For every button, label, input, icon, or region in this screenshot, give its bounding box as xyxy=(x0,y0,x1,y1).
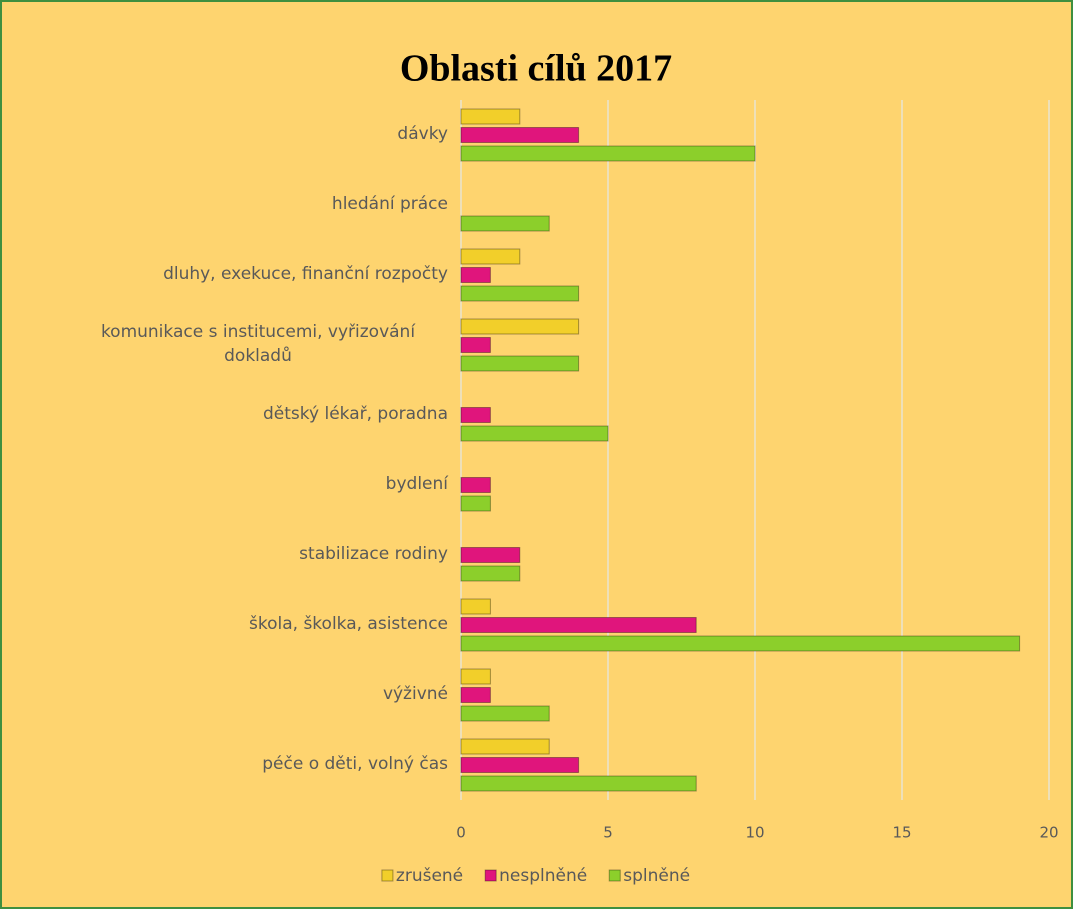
legend-swatch xyxy=(608,869,621,882)
bar xyxy=(460,108,521,125)
y-tick-label: komunikace s institucemi, vyřizování dok… xyxy=(68,320,448,368)
y-tick-label: dětský lékař, poradna xyxy=(68,402,448,426)
y-tick-label: dávky xyxy=(68,122,448,146)
bar xyxy=(460,285,580,302)
bar xyxy=(460,617,697,633)
x-tick-label: 20 xyxy=(1039,824,1058,842)
bar xyxy=(460,337,491,353)
category-text: bydlení xyxy=(385,474,448,494)
category-text: výživné xyxy=(382,684,448,704)
y-tick-label: výživné xyxy=(68,682,448,706)
legend-label: splněné xyxy=(623,866,690,886)
category-text: dětský lékař, poradna xyxy=(263,404,448,424)
legend-swatch xyxy=(381,869,394,882)
bar xyxy=(460,407,491,423)
bar xyxy=(460,495,491,512)
bar xyxy=(460,547,521,563)
category-text: hledání práce xyxy=(331,194,448,214)
legend-label: zrušené xyxy=(396,866,463,886)
y-tick-label: péče o děti, volný čas xyxy=(68,752,448,776)
category-text: stabilizace rodiny xyxy=(299,544,448,564)
bar xyxy=(460,668,491,685)
x-tick-label: 10 xyxy=(745,824,764,842)
y-tick-label: dluhy, exekuce, finanční rozpočty xyxy=(68,262,448,286)
x-tick-label: 0 xyxy=(456,824,466,842)
y-tick-label: škola, školka, asistence xyxy=(68,612,448,636)
bar xyxy=(460,355,580,372)
bar xyxy=(460,248,521,265)
bar xyxy=(460,145,756,162)
x-tick-label: 5 xyxy=(603,824,613,842)
category-text: komunikace s institucemi, vyřizování dok… xyxy=(100,322,416,366)
bar xyxy=(460,477,491,493)
bar xyxy=(460,318,580,335)
y-tick-label: bydlení xyxy=(68,472,448,496)
bar xyxy=(460,738,550,755)
y-tick-label: stabilizace rodiny xyxy=(68,542,448,566)
bar xyxy=(460,215,550,232)
bar xyxy=(460,425,609,442)
bar xyxy=(460,757,580,773)
bar xyxy=(460,127,580,143)
legend-label: nesplněné xyxy=(499,866,587,886)
legend-swatch xyxy=(484,869,497,882)
x-tick-label: 15 xyxy=(892,824,911,842)
y-tick-label: hledání práce xyxy=(68,192,448,216)
category-text: dluhy, exekuce, finanční rozpočty xyxy=(163,264,448,284)
bar xyxy=(460,775,697,792)
category-text: škola, školka, asistence xyxy=(249,614,448,634)
bar xyxy=(460,267,491,283)
bar xyxy=(460,598,491,615)
category-text: péče o děti, volný čas xyxy=(262,754,448,774)
bar xyxy=(460,635,1021,652)
bar xyxy=(460,705,550,722)
bar xyxy=(460,565,521,582)
chart-title: Oblasti cílů 2017 xyxy=(400,48,672,90)
bar xyxy=(460,687,491,703)
category-text: dávky xyxy=(397,124,448,144)
